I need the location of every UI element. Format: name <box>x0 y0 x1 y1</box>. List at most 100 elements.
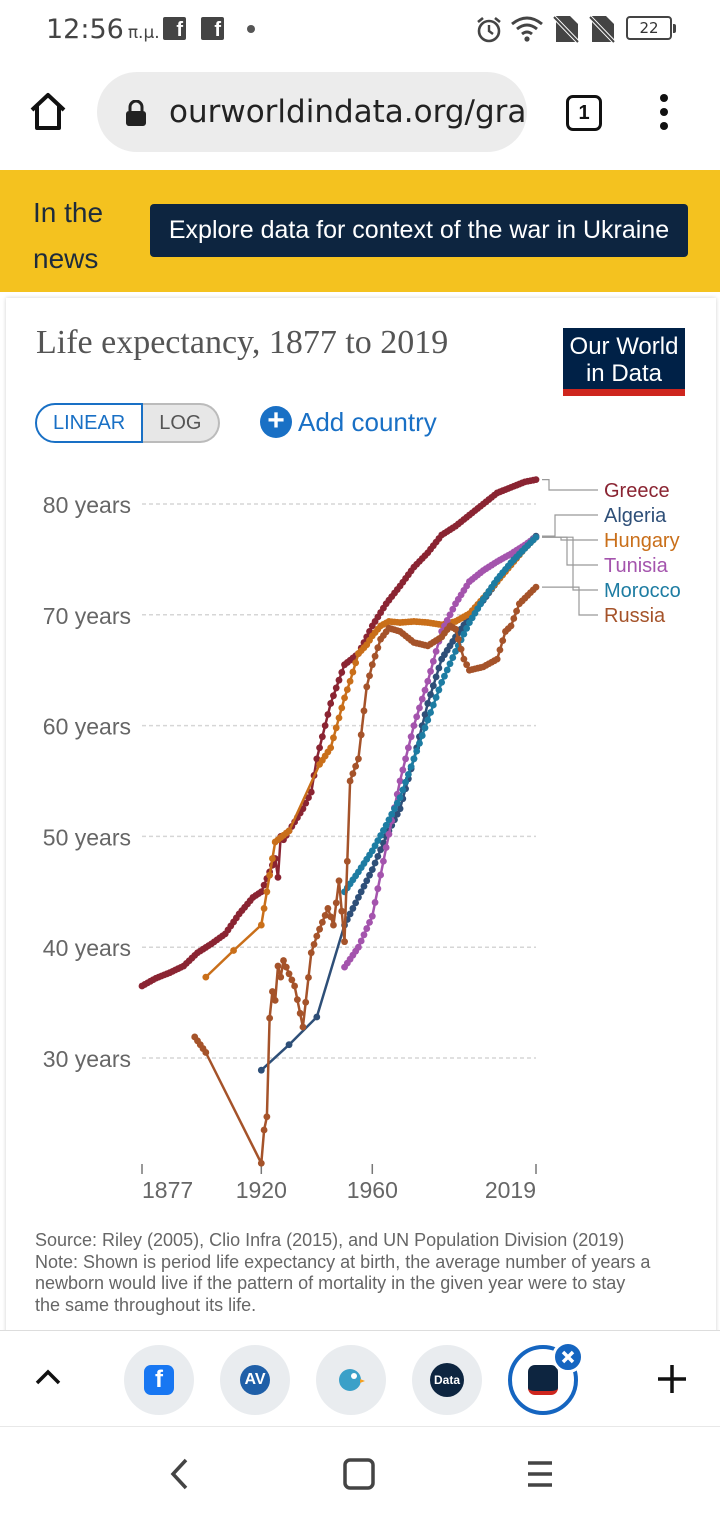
data-point-russia <box>493 655 501 663</box>
legend-label-hungary: Hungary <box>604 530 680 552</box>
data-point-russia <box>202 1049 210 1056</box>
data-point-algeria <box>371 859 379 867</box>
data-point-russia <box>463 661 471 669</box>
data-point-russia <box>271 996 279 1004</box>
data-point-greece <box>532 476 540 484</box>
data-point-morocco <box>399 786 407 794</box>
chart-footnote: Source: Riley (2005), Clio Infra (2015),… <box>35 1230 655 1316</box>
data-point-russia <box>257 1159 265 1167</box>
logo-line-2: in Data <box>585 360 663 387</box>
data-point-morocco <box>410 755 418 763</box>
data-point-russia <box>352 762 360 770</box>
data-point-russia <box>302 998 310 1006</box>
data-point-morocco <box>374 837 382 845</box>
data-point-russia <box>260 1126 268 1134</box>
data-point-russia <box>496 646 504 654</box>
tab-facebook[interactable]: f <box>124 1345 194 1415</box>
x-tick-label: 1877 <box>142 1177 193 1203</box>
recents-icon[interactable] <box>524 1457 556 1491</box>
chevron-up-icon[interactable] <box>34 1367 62 1387</box>
data-point-russia <box>499 637 507 645</box>
bird-icon <box>339 1369 365 1391</box>
data-point-hungary <box>260 905 268 912</box>
data-point-morocco <box>393 799 401 807</box>
legend-connector-morocco <box>542 536 598 591</box>
data-point-russia <box>532 583 540 591</box>
data-point-algeria <box>360 882 368 890</box>
tab-data[interactable]: Data <box>412 1345 482 1415</box>
data-point-tunisia <box>446 611 454 619</box>
add-country-button[interactable]: + Add country <box>260 402 437 442</box>
av-site-icon: AV <box>240 1365 270 1395</box>
data-point-greece <box>330 692 337 700</box>
data-point-morocco <box>407 763 415 770</box>
data-point-russia <box>349 770 357 778</box>
data-point-morocco <box>418 732 426 739</box>
data-point-hungary <box>327 744 335 752</box>
data-point-morocco <box>424 716 432 724</box>
data-point-tunisia <box>377 871 385 879</box>
data-point-morocco <box>402 778 409 786</box>
home-icon[interactable] <box>28 90 68 134</box>
status-bar: 12:56 π.μ. f f 22 <box>0 0 720 60</box>
y-tick-label: 80 years <box>43 492 131 518</box>
data-point-russia <box>335 877 343 885</box>
linear-toggle[interactable]: LINEAR <box>35 403 144 443</box>
data-point-greece <box>338 669 346 676</box>
data-point-tunisia <box>413 713 421 721</box>
owid-logo[interactable]: Our World in Data <box>563 328 685 396</box>
data-point-tunisia <box>443 616 451 624</box>
data-point-russia <box>460 655 468 663</box>
legend-label-russia: Russia <box>604 605 666 627</box>
y-tick-label: 30 years <box>43 1046 131 1072</box>
data-point-tunisia <box>449 605 457 613</box>
close-tab-icon[interactable] <box>552 1341 584 1373</box>
log-toggle[interactable]: LOG <box>143 403 220 443</box>
data-point-russia <box>269 988 276 995</box>
data-point-russia <box>280 957 287 964</box>
data-point-greece <box>307 788 315 796</box>
data-point-morocco <box>532 533 540 541</box>
tab-owid-active[interactable] <box>508 1345 578 1415</box>
data-site-icon: Data <box>430 1363 464 1397</box>
note-text: Note: Shown is period life expectancy at… <box>35 1251 651 1315</box>
data-point-morocco <box>435 686 443 694</box>
data-point-greece <box>318 733 326 741</box>
overflow-menu-icon[interactable] <box>652 94 676 134</box>
data-point-algeria <box>396 805 404 813</box>
x-tick-label: 2019 <box>485 1177 536 1203</box>
home-square-icon[interactable] <box>342 1457 376 1491</box>
facebook-icon: f <box>144 1365 174 1395</box>
data-point-algeria <box>424 700 432 707</box>
data-point-tunisia <box>379 857 387 865</box>
data-point-algeria <box>357 888 365 896</box>
legend-label-algeria: Algeria <box>604 505 667 527</box>
data-point-russia <box>341 938 348 946</box>
tab-bird-site[interactable] <box>316 1345 386 1415</box>
data-point-morocco <box>396 794 404 802</box>
data-point-tunisia <box>407 733 415 741</box>
tab-av[interactable]: AV <box>220 1345 290 1415</box>
x-tick-label: 1920 <box>236 1177 287 1203</box>
data-point-hungary <box>269 855 276 862</box>
data-point-algeria <box>393 810 401 818</box>
data-point-greece <box>324 711 332 718</box>
legend-connector-tunisia <box>542 536 598 566</box>
data-point-hungary <box>343 686 351 693</box>
tab-switcher-button[interactable]: 1 <box>566 95 602 131</box>
ukraine-context-link[interactable]: Explore data for context of the war in U… <box>150 204 688 257</box>
data-point-algeria <box>285 1041 293 1049</box>
data-point-hungary <box>341 694 348 702</box>
data-point-morocco <box>416 739 423 747</box>
data-point-greece <box>316 744 323 752</box>
data-point-russia <box>363 683 371 691</box>
data-point-russia <box>305 974 312 981</box>
back-icon[interactable] <box>168 1457 192 1491</box>
data-point-morocco <box>463 624 471 632</box>
status-time: 12:56 π.μ. <box>46 14 160 45</box>
new-tab-plus-icon[interactable] <box>656 1363 688 1395</box>
source-text: Source: Riley (2005), Clio Infra (2015),… <box>35 1230 625 1250</box>
data-point-algeria <box>374 852 382 860</box>
data-point-russia <box>457 645 465 653</box>
address-bar[interactable]: ourworldindata.org/grap <box>97 72 527 152</box>
